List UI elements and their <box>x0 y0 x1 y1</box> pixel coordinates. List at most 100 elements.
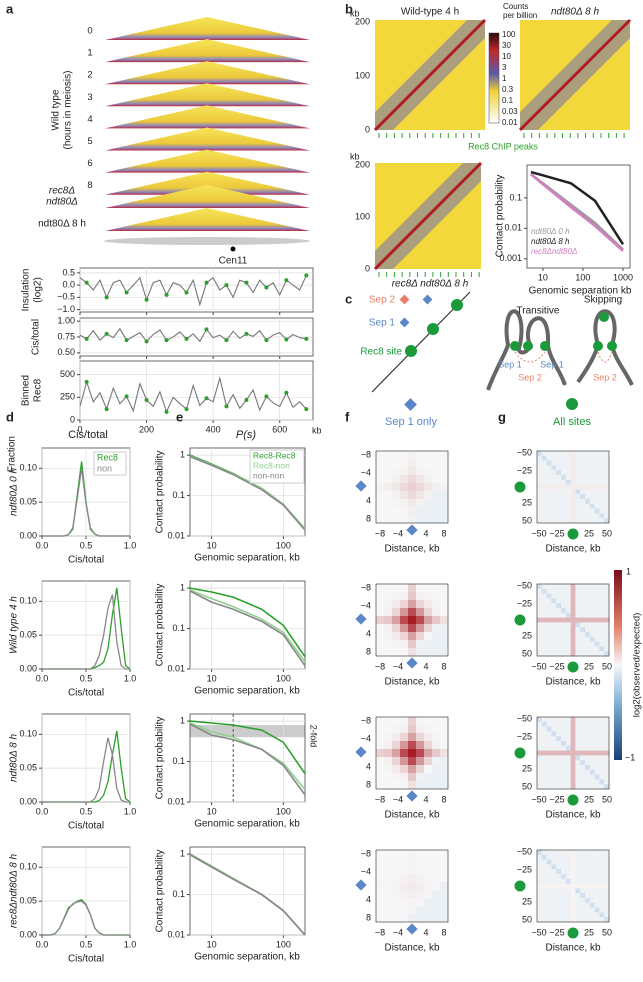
heatmap-cell <box>537 893 543 899</box>
heatmap-frame <box>375 583 449 657</box>
heatmap-cell <box>541 513 547 519</box>
heatmap-cell <box>400 616 409 625</box>
heatmap-cell <box>575 489 581 495</box>
heatmap-cell <box>594 736 600 742</box>
label: log2(observed/expected) <box>632 613 643 718</box>
tick-label: −25 <box>517 731 532 741</box>
heatmap-cell <box>376 475 385 484</box>
y-tick-label: 0.01 <box>167 796 185 806</box>
heatmap-cell <box>384 475 393 484</box>
heatmap-cell <box>537 888 543 894</box>
tick-label: 8 <box>441 661 446 671</box>
point <box>244 398 249 403</box>
heatmap-cell <box>537 508 543 514</box>
heatmap-cell <box>551 608 557 614</box>
heatmap-cell <box>537 622 543 628</box>
heatmap-cell <box>580 651 586 657</box>
label: ndt80Δ 0 h <box>9 468 20 516</box>
heatmap-cell <box>546 617 552 623</box>
heatmap-cell <box>570 774 576 780</box>
heatmap-cell <box>408 507 417 516</box>
y-tick-label: 0.05 <box>19 630 37 640</box>
heatmap-cell <box>599 588 605 594</box>
heatmap-cell <box>556 503 562 509</box>
heatmap-cell <box>551 878 557 884</box>
heatmap-cell <box>392 733 401 742</box>
x-tick-label: 0.0 <box>36 540 49 550</box>
rec8-site <box>599 312 609 322</box>
heatmap-cell <box>570 859 576 865</box>
heatmap-cell <box>589 651 595 657</box>
hour-label: 3 <box>87 92 92 103</box>
heatmap-cell <box>424 773 433 782</box>
heatmap-cell <box>565 470 571 476</box>
label: P(s) <box>236 429 257 441</box>
heatmap-cell <box>580 465 586 471</box>
heatmap-cell <box>565 475 571 481</box>
heatmap-cell <box>594 518 600 524</box>
heatmap-cell <box>561 494 567 500</box>
heatmap-cell <box>575 717 581 723</box>
heatmap-cell <box>408 874 417 883</box>
heatmap-cell <box>541 745 547 751</box>
heatmap-cell <box>440 475 449 484</box>
tick-label: −4 <box>361 866 371 876</box>
heatmap-cell <box>541 641 547 647</box>
rec8-site <box>593 341 603 351</box>
y-tick-label: −1.0 <box>57 304 75 314</box>
y-tick-label: 0.50 <box>57 347 75 357</box>
heatmap-cell <box>416 467 425 476</box>
heatmap-cell <box>570 627 576 633</box>
colorbar <box>488 32 500 124</box>
heatmap-cell <box>424 648 433 657</box>
heatmap-cell <box>561 503 567 509</box>
heatmap-cell <box>594 460 600 466</box>
tick-label: 4 <box>423 528 428 538</box>
heatmap-cell <box>408 648 417 657</box>
heatmap-cell <box>400 914 409 923</box>
heatmap-cell <box>432 467 441 476</box>
heatmap-cell <box>556 612 562 618</box>
sep1-marker <box>355 480 367 492</box>
heatmap-cell <box>599 869 605 875</box>
heatmap-cell <box>546 455 552 461</box>
heatmap-cell <box>416 451 425 460</box>
heatmap-cell <box>585 902 591 908</box>
heatmap-cell <box>551 508 557 514</box>
heatmap-cell <box>416 866 425 875</box>
heatmap-cell <box>561 917 567 923</box>
heatmap-cell <box>556 869 562 875</box>
heatmap-cell <box>392 874 401 883</box>
tick-label: 0 <box>365 263 370 273</box>
tick-label: −25 <box>549 528 564 538</box>
heatmap-cell <box>556 484 562 490</box>
heatmap-cell <box>565 888 571 894</box>
heatmap-cell <box>575 745 581 751</box>
rec8-site <box>514 481 526 493</box>
heatmap-cell <box>424 866 433 875</box>
heatmap-cell <box>594 784 600 790</box>
heatmap-cell <box>556 598 562 604</box>
heatmap-cell <box>384 749 393 758</box>
heatmap-cell <box>565 513 571 519</box>
heatmap-cell <box>384 483 393 492</box>
heatmap-cell <box>585 479 591 485</box>
heatmap-cell <box>551 636 557 642</box>
heatmap-cell <box>604 513 610 519</box>
heatmap-cell <box>599 917 605 923</box>
heatmap-cell <box>561 774 567 780</box>
label: Distance, kb <box>384 943 439 954</box>
y-tick-label: 0.10 <box>19 729 37 739</box>
heatmap-cell <box>432 483 441 492</box>
heatmap-cell <box>599 518 605 524</box>
heatmap-cell <box>556 893 562 899</box>
heatmap-cell <box>599 651 605 657</box>
heatmap-cell <box>416 874 425 883</box>
heatmap-cell <box>565 869 571 875</box>
heatmap-cell <box>551 593 557 599</box>
heatmap-cell <box>585 622 591 628</box>
heatmap-cell <box>580 484 586 490</box>
heatmap-cell <box>585 850 591 856</box>
heatmap-cell <box>565 750 571 756</box>
heatmap-cell <box>565 741 571 747</box>
